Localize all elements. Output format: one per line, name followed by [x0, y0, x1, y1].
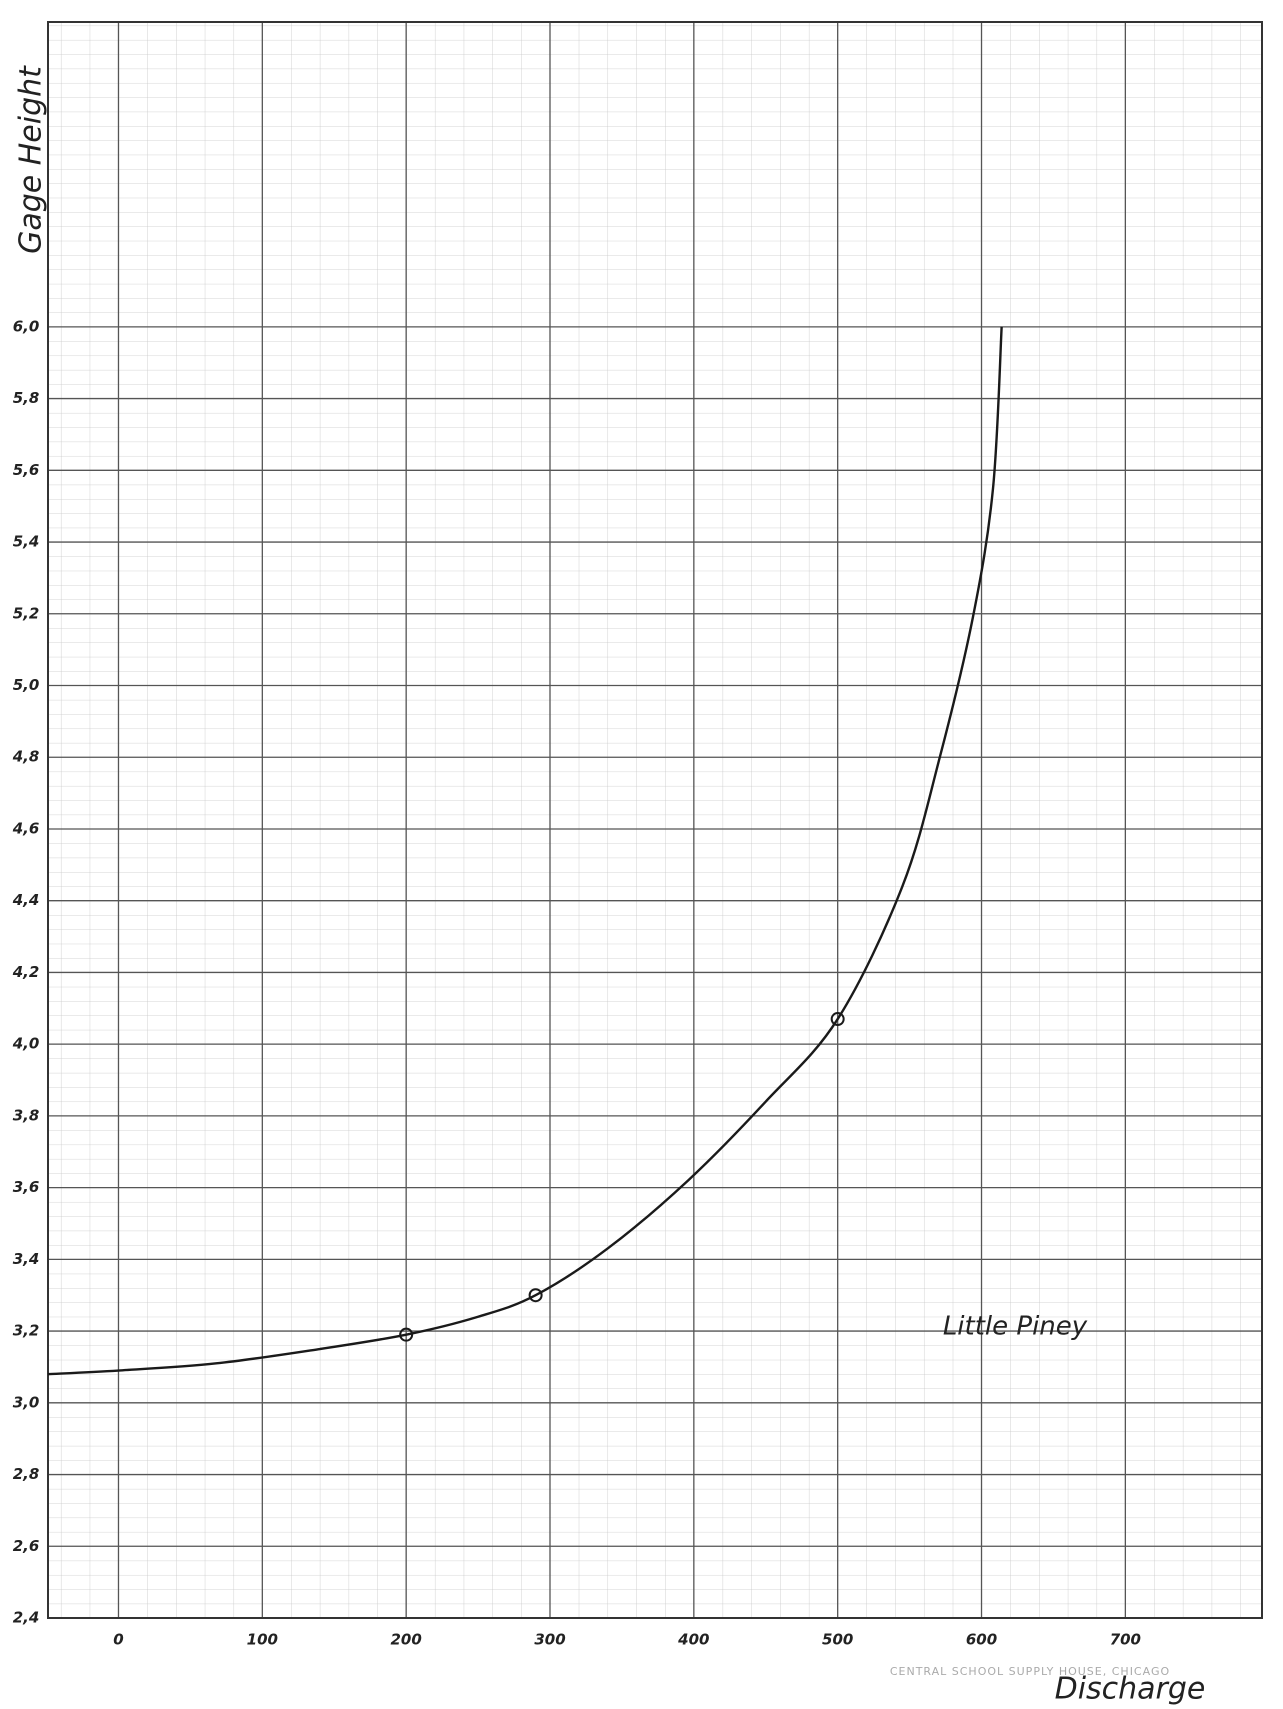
- y-tick-label: 5,6: [13, 461, 40, 479]
- y-tick-label: 3,4: [13, 1250, 40, 1268]
- y-axis-title: Gage Height: [14, 65, 49, 254]
- printer-imprint: CENTRAL SCHOOL SUPPLY HOUSE, CHICAGO: [890, 1665, 1170, 1678]
- x-tick-label: 500: [822, 1631, 853, 1649]
- x-tick-label: 300: [534, 1631, 565, 1649]
- x-tick-label: 400: [677, 1631, 709, 1649]
- y-tick-label: 4,2: [12, 963, 40, 981]
- annotation: Little Piney: [943, 1312, 1088, 1342]
- y-tick-label: 5,2: [13, 604, 40, 622]
- y-tick-label: 6,0: [13, 317, 40, 335]
- y-tick-label: 5,0: [13, 676, 40, 694]
- y-tick-label: 4,0: [12, 1035, 40, 1053]
- x-tick-label: 600: [966, 1631, 997, 1649]
- x-tick-label: 700: [1110, 1631, 1141, 1649]
- chart: Gage Height Discharge CENTRAL SCHOOL SUP…: [0, 0, 1283, 1709]
- y-tick-label: 2,4: [13, 1609, 40, 1627]
- x-tick-label: 0: [113, 1631, 123, 1649]
- y-tick-label: 4,6: [12, 819, 40, 837]
- y-tick-label: 5,4: [13, 533, 40, 551]
- graph-paper: [48, 22, 1262, 1618]
- y-tick-label: 3,6: [13, 1178, 40, 1196]
- y-tick-label: 5,8: [13, 389, 40, 407]
- x-tick-label: 100: [247, 1631, 278, 1649]
- y-tick-label: 2,6: [13, 1537, 40, 1555]
- y-tick-label: 2,8: [13, 1465, 40, 1483]
- y-tick-label: 3,2: [13, 1322, 40, 1340]
- x-tick-label: 200: [391, 1631, 422, 1649]
- y-tick-label: 3,8: [13, 1106, 40, 1124]
- y-tick-label: 4,4: [12, 891, 40, 909]
- y-tick-label: 3,0: [13, 1393, 40, 1411]
- page: Gage Height Discharge CENTRAL SCHOOL SUP…: [0, 0, 1283, 1709]
- y-tick-label: 4,8: [12, 748, 40, 766]
